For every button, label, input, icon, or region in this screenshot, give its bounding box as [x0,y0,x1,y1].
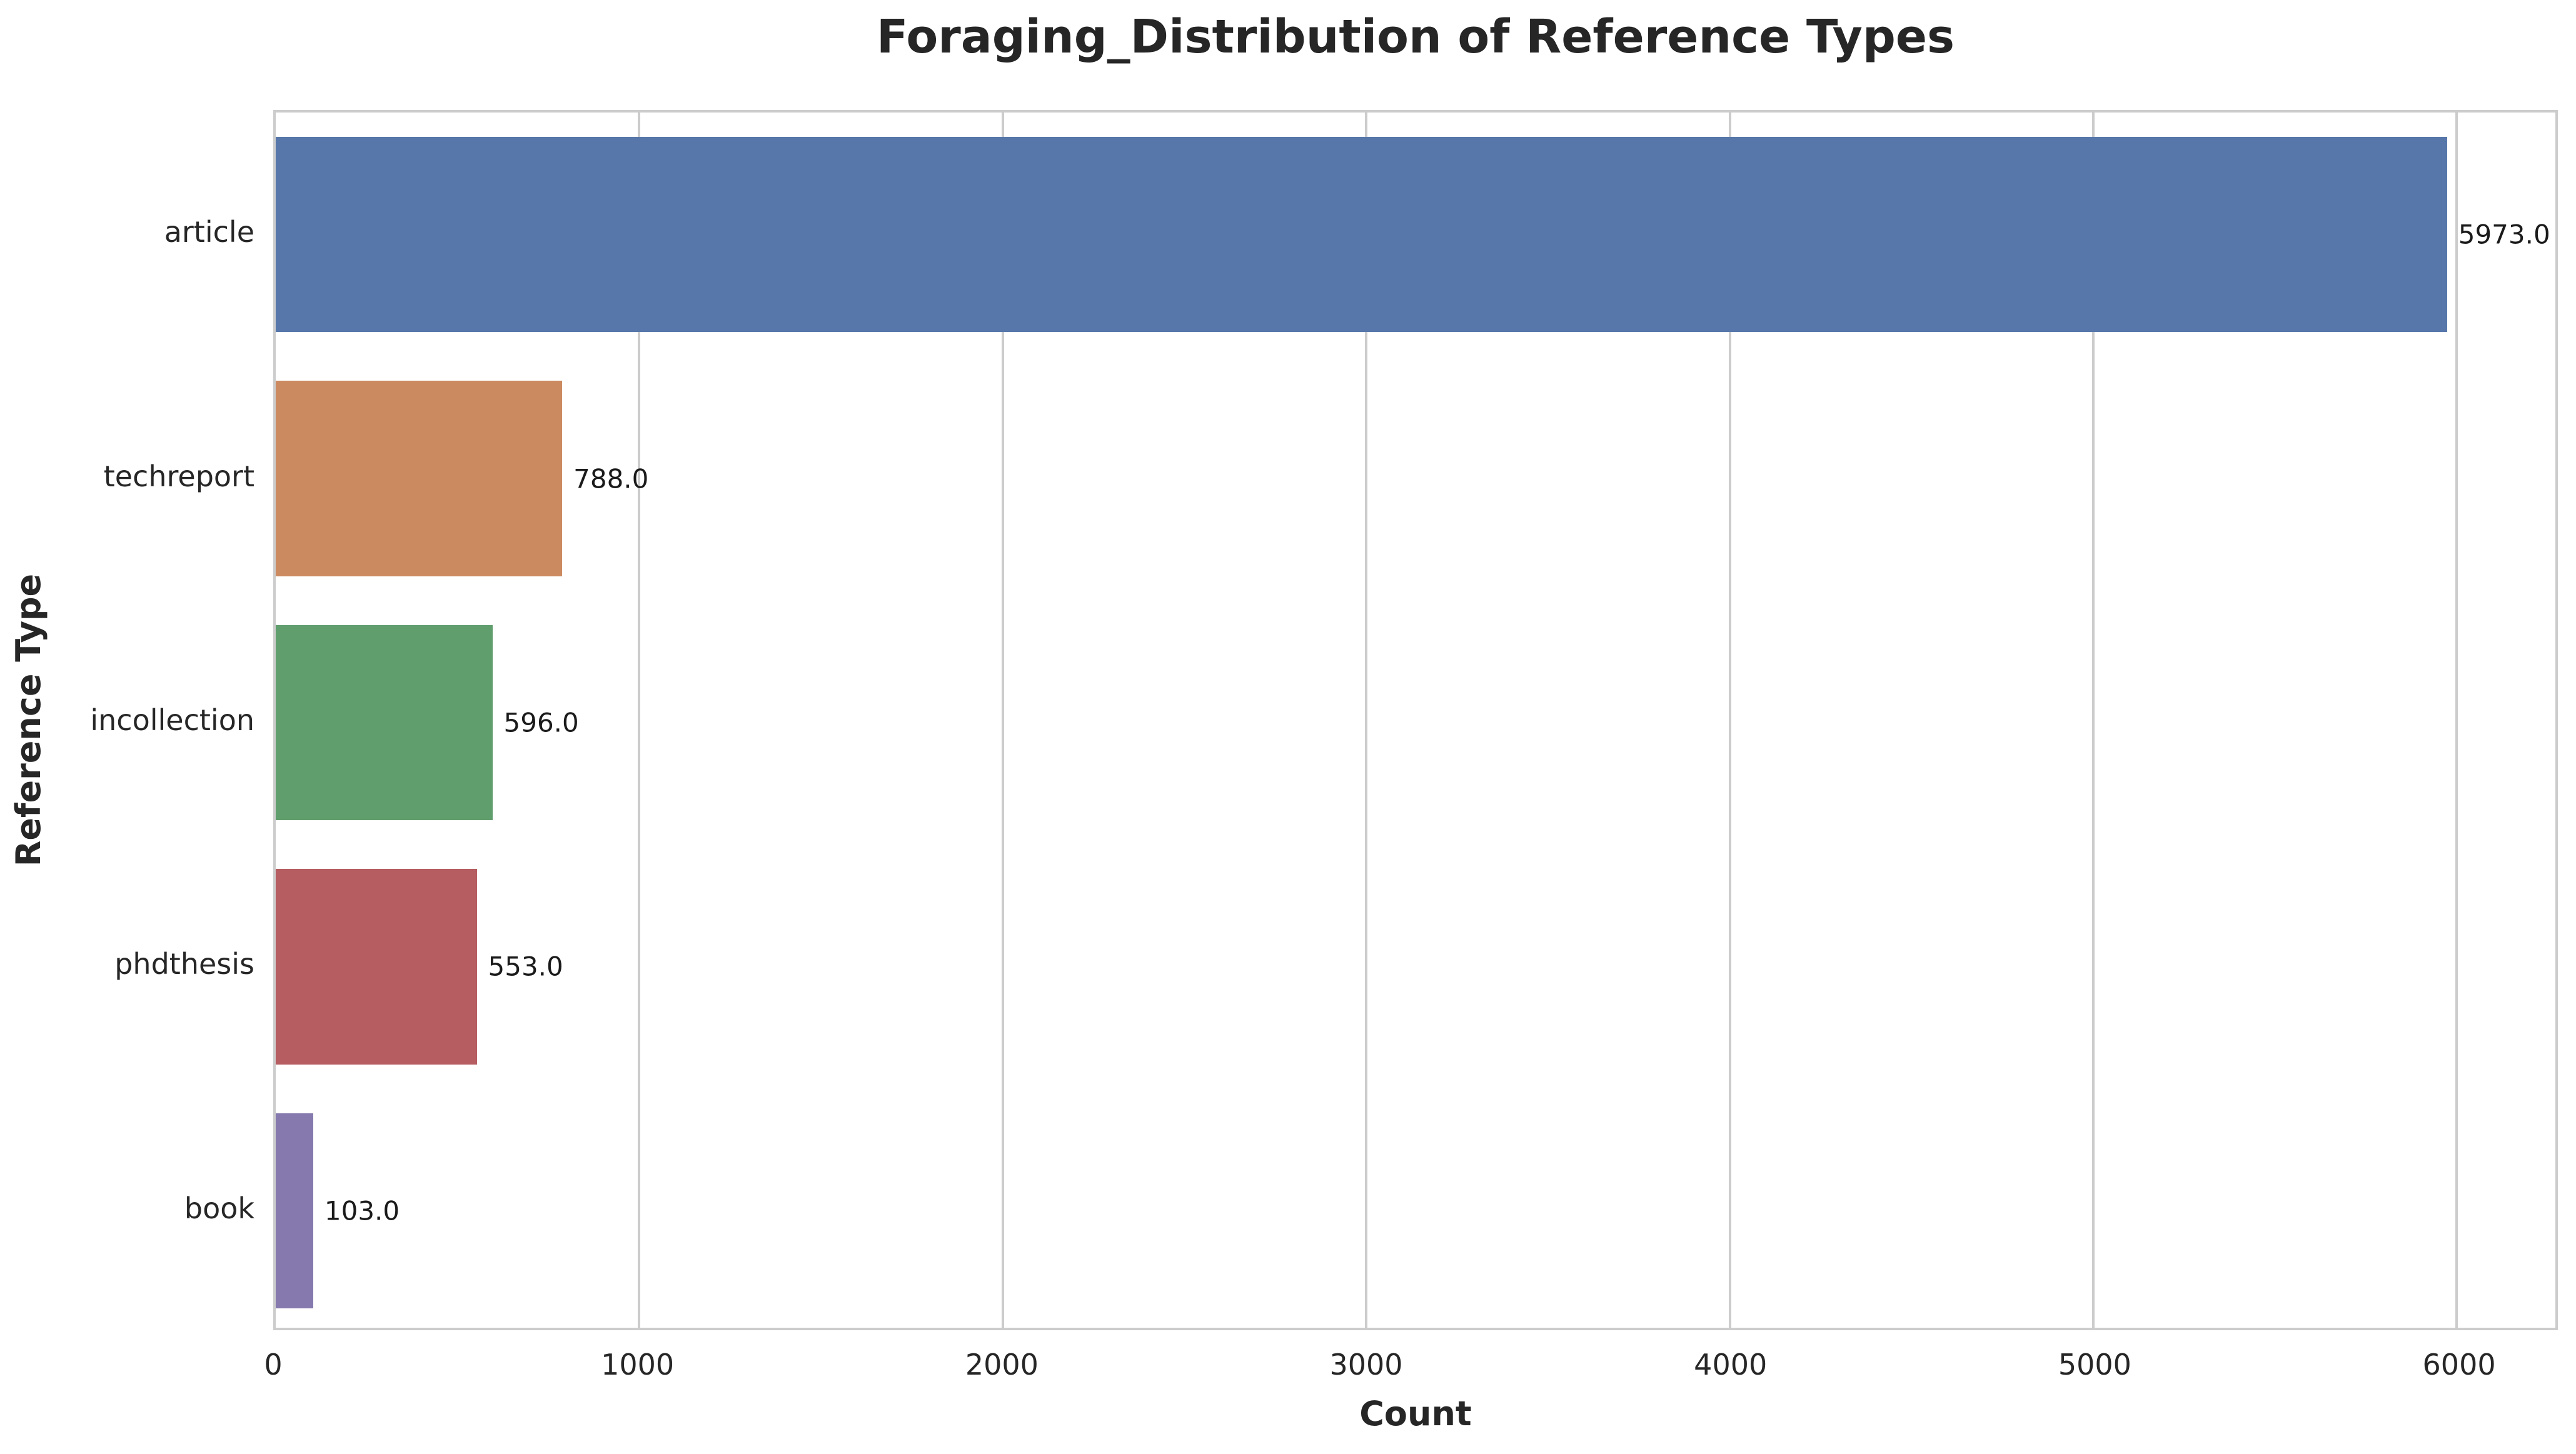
gridline-x-6000 [2455,113,2458,1328]
gridline-x-1000 [638,113,641,1328]
y-axis-label: Reference Type [9,573,48,867]
gridline-x-5000 [2092,113,2095,1328]
bar-book [276,1113,313,1308]
x-tick-3000: 3000 [1329,1348,1403,1381]
gridline-x-3000 [1365,113,1368,1328]
bar-phdthesis [276,869,477,1065]
y-tick-incollection: incollection [90,703,254,737]
value-label-article: 5973.0 [2458,219,2550,250]
value-label-techreport: 788.0 [573,463,649,494]
y-tick-book: book [184,1191,254,1225]
chart-title: Foraging_Distribution of Reference Types [876,10,1955,64]
x-tick-6000: 6000 [2422,1348,2496,1381]
x-tick-5000: 5000 [2058,1348,2131,1381]
x-tick-1000: 1000 [601,1348,675,1381]
gridline-x-2000 [1001,113,1004,1328]
value-label-book: 103.0 [324,1195,400,1226]
y-tick-article: article [164,215,254,249]
x-axis-label: Count [1359,1394,1472,1433]
value-label-phdthesis: 553.0 [488,951,563,982]
value-label-incollection: 596.0 [503,707,579,738]
x-tick-0: 0 [264,1348,283,1381]
plot-area: 5973.0 788.0 596.0 553.0 103.0 [273,110,2558,1330]
x-tick-4000: 4000 [1694,1348,1768,1381]
bar-incollection [276,624,493,821]
y-tick-techreport: techreport [103,459,254,493]
x-tick-2000: 2000 [965,1348,1039,1381]
y-tick-phdthesis: phdthesis [114,947,254,981]
bar-article [276,137,2447,333]
gridline-x-4000 [1728,113,1731,1328]
bar-techreport [276,381,563,576]
